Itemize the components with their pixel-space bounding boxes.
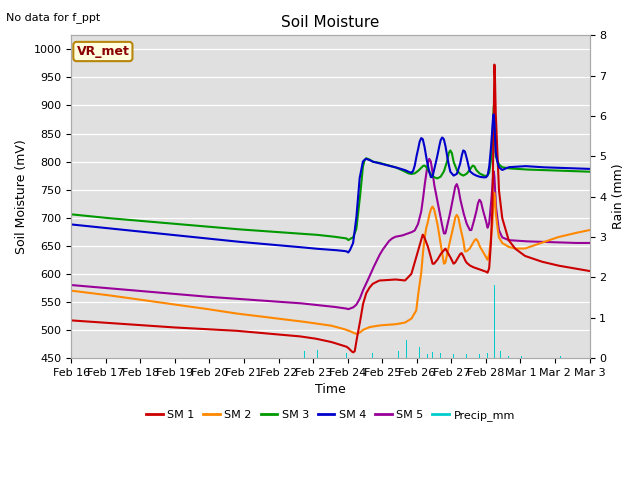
Title: Soil Moisture: Soil Moisture [281, 15, 380, 30]
Text: VR_met: VR_met [76, 45, 129, 58]
Legend: SM 1, SM 2, SM 3, SM 4, SM 5, Precip_mm: SM 1, SM 2, SM 3, SM 4, SM 5, Precip_mm [141, 406, 520, 425]
Y-axis label: Soil Moisture (mV): Soil Moisture (mV) [15, 139, 28, 254]
Text: No data for f_ppt: No data for f_ppt [6, 12, 100, 23]
X-axis label: Time: Time [315, 383, 346, 396]
Y-axis label: Rain (mm): Rain (mm) [612, 164, 625, 229]
